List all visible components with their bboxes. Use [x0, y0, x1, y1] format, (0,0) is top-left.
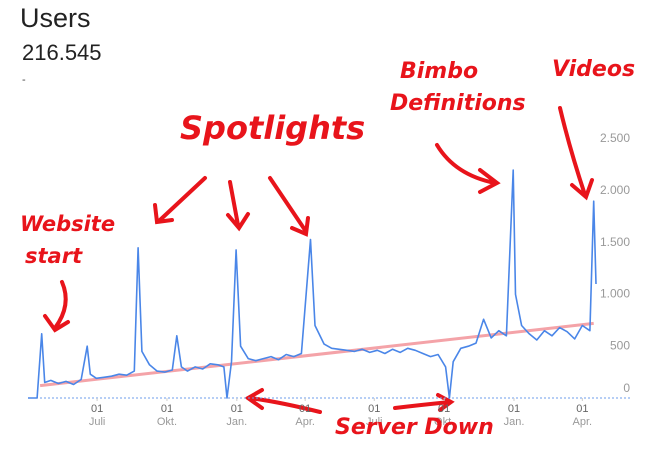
arrow	[393, 393, 455, 412]
y-tick-label: 500	[610, 338, 630, 352]
y-tick-label: 2.000	[600, 183, 630, 197]
x-tick-label: 01	[438, 403, 450, 415]
x-tick-label: 01	[231, 403, 243, 415]
x-tick-label: 01	[161, 403, 173, 415]
arrow	[43, 280, 70, 333]
x-tick-label: 01	[368, 403, 380, 415]
trend-line	[39, 321, 594, 388]
x-tick-label: 01	[299, 403, 311, 415]
annotation: Website	[20, 212, 115, 236]
arrow	[435, 143, 501, 194]
x-tick-label: 01	[91, 403, 103, 415]
arrow	[558, 106, 594, 201]
total: 216.545	[22, 40, 102, 65]
annotation: Spotlights	[180, 109, 365, 147]
x-tick-month: Okt.	[157, 416, 177, 428]
annotation: Bimbo	[400, 59, 478, 84]
annotation: start	[25, 244, 83, 268]
y-tick-label: 1.000	[600, 287, 630, 301]
x-tick-label: 01	[508, 403, 520, 415]
series-line	[28, 169, 597, 399]
arrow	[226, 180, 250, 232]
arrow	[268, 176, 310, 237]
x-tick-month: Juli	[366, 416, 383, 428]
x-tick-month: Juli	[89, 416, 106, 428]
x-tick-month: Jan.	[504, 416, 525, 428]
x-tick-month: Okt.	[434, 416, 454, 428]
x-tick-label: 01	[576, 403, 588, 415]
y-tick-label: 2.500	[600, 131, 630, 145]
chart-title: Users	[20, 3, 91, 33]
arrow	[153, 176, 207, 225]
x-tick-month: Apr.	[573, 416, 593, 428]
y-tick-label: 1.500	[600, 235, 630, 249]
annotation: Videos	[552, 57, 635, 82]
annotation: Definitions	[390, 91, 526, 116]
x-tick-month: Apr.	[295, 416, 315, 428]
annotation: Server Down	[335, 415, 494, 440]
x-tick-month: Jan.	[226, 416, 247, 428]
delta: -	[22, 74, 26, 86]
y-tick-label: 0	[623, 381, 630, 395]
